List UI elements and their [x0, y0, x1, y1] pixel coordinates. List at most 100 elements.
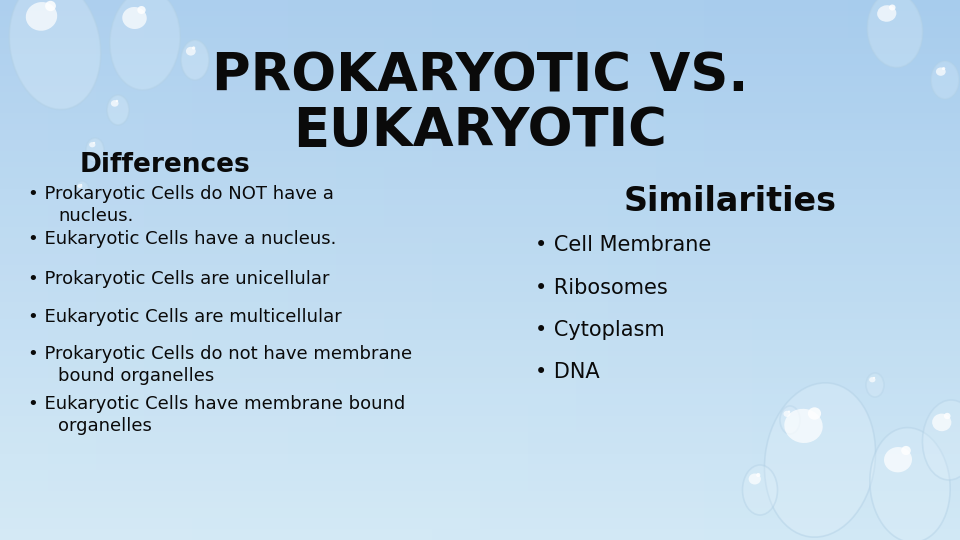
Bar: [0, 459, 960, 464]
Bar: [416, 0, 432, 540]
Bar: [0, 389, 960, 394]
Ellipse shape: [78, 184, 83, 188]
Bar: [0, 221, 960, 227]
Bar: [0, 313, 960, 319]
Ellipse shape: [45, 1, 56, 11]
Bar: [112, 0, 128, 540]
Bar: [0, 491, 960, 497]
Ellipse shape: [873, 377, 876, 379]
Bar: [0, 329, 960, 335]
Bar: [752, 0, 768, 540]
Bar: [944, 0, 960, 540]
Bar: [0, 119, 960, 124]
Bar: [0, 59, 960, 65]
Bar: [272, 0, 288, 540]
Bar: [0, 38, 960, 43]
Bar: [0, 5, 960, 11]
Bar: [0, 486, 960, 491]
Text: • Eukaryotic Cells have a nucleus.: • Eukaryotic Cells have a nucleus.: [28, 230, 336, 248]
Ellipse shape: [866, 373, 884, 397]
Bar: [0, 81, 960, 86]
Bar: [0, 184, 960, 189]
Ellipse shape: [783, 411, 790, 417]
Ellipse shape: [749, 474, 761, 484]
Bar: [80, 0, 96, 540]
Bar: [0, 464, 960, 470]
Bar: [0, 0, 960, 5]
Bar: [688, 0, 704, 540]
Ellipse shape: [756, 473, 760, 477]
Ellipse shape: [784, 409, 823, 443]
Bar: [0, 378, 960, 383]
Bar: [0, 443, 960, 448]
Bar: [0, 243, 960, 248]
Bar: [0, 416, 960, 421]
Bar: [0, 211, 960, 216]
Bar: [0, 200, 960, 205]
Bar: [0, 16, 960, 22]
Bar: [0, 524, 960, 529]
Bar: [0, 335, 960, 340]
Ellipse shape: [181, 40, 209, 80]
Ellipse shape: [788, 410, 790, 413]
Text: organelles: organelles: [58, 417, 152, 435]
Bar: [672, 0, 688, 540]
Ellipse shape: [192, 46, 195, 50]
Bar: [0, 113, 960, 119]
Bar: [0, 383, 960, 389]
Bar: [0, 130, 960, 135]
Bar: [736, 0, 752, 540]
Bar: [0, 238, 960, 243]
Bar: [560, 0, 576, 540]
Bar: [0, 27, 960, 32]
Text: • Ribosomes: • Ribosomes: [535, 278, 668, 298]
Bar: [544, 0, 560, 540]
Bar: [0, 529, 960, 535]
Bar: [928, 0, 944, 540]
Bar: [0, 162, 960, 167]
Bar: [0, 140, 960, 146]
Bar: [32, 0, 48, 540]
Bar: [368, 0, 384, 540]
Bar: [0, 178, 960, 184]
Ellipse shape: [89, 142, 95, 147]
Bar: [0, 259, 960, 265]
Bar: [720, 0, 736, 540]
Ellipse shape: [932, 414, 951, 431]
Bar: [0, 189, 960, 194]
Bar: [0, 0, 16, 540]
Bar: [0, 32, 960, 38]
Bar: [0, 400, 960, 405]
Bar: [0, 351, 960, 356]
Bar: [0, 302, 960, 308]
Ellipse shape: [870, 428, 950, 540]
Bar: [400, 0, 416, 540]
Ellipse shape: [109, 0, 180, 90]
Bar: [704, 0, 720, 540]
Text: • Eukaryotic Cells have membrane bound: • Eukaryotic Cells have membrane bound: [28, 395, 405, 413]
Ellipse shape: [186, 47, 196, 56]
Bar: [800, 0, 816, 540]
Text: • Prokaryotic Cells do NOT have a: • Prokaryotic Cells do NOT have a: [28, 185, 334, 203]
Bar: [768, 0, 784, 540]
Bar: [0, 248, 960, 254]
Ellipse shape: [107, 95, 129, 125]
Bar: [0, 86, 960, 92]
Bar: [912, 0, 928, 540]
Bar: [0, 410, 960, 416]
Bar: [304, 0, 320, 540]
Bar: [480, 0, 496, 540]
Bar: [0, 319, 960, 324]
Bar: [0, 49, 960, 54]
Ellipse shape: [115, 100, 118, 102]
Ellipse shape: [26, 2, 58, 31]
Bar: [0, 76, 960, 81]
Ellipse shape: [923, 400, 960, 480]
Text: • Cytoplasm: • Cytoplasm: [535, 320, 664, 340]
Text: Differences: Differences: [80, 152, 251, 178]
Bar: [0, 508, 960, 513]
Bar: [0, 275, 960, 281]
Ellipse shape: [808, 407, 821, 420]
Text: PROKARYOTIC VS.: PROKARYOTIC VS.: [212, 50, 748, 102]
Ellipse shape: [86, 138, 104, 162]
